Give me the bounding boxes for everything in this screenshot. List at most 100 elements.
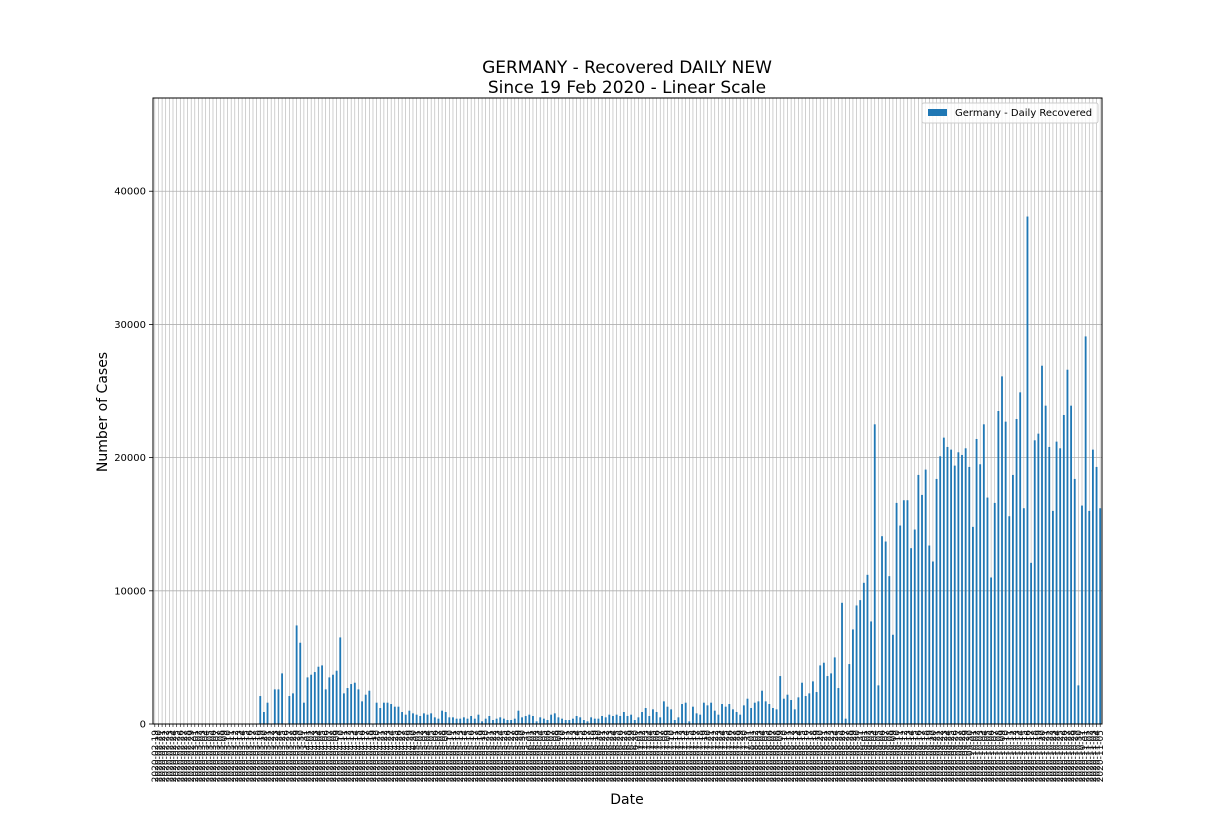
x-tick-label: 2020-03-29 (293, 730, 303, 783)
x-tick-label: 2020-02-19 (151, 730, 161, 783)
x-tick-label: 2020-10-02 (973, 730, 983, 782)
bar (652, 709, 654, 724)
x-tick-label: 2020-10-30 (1074, 730, 1084, 783)
x-tick-label: 2020-09-23 (940, 730, 950, 782)
x-tick-label: 2020-05-12 (453, 730, 463, 782)
bar (670, 709, 673, 724)
x-tick-label: 2020-07-17 (693, 730, 703, 782)
x-tick-label: 2020-06-30 (631, 730, 641, 783)
x-tick-label: 2020-05-16 (467, 730, 477, 783)
bar (622, 712, 625, 724)
bar (630, 714, 633, 724)
bar (306, 677, 309, 724)
x-tick-label: 2020-03-11 (227, 730, 237, 782)
x-tick-label: 2020-09-20 (929, 730, 939, 783)
bar (1008, 516, 1011, 724)
bar (353, 682, 356, 724)
x-tick-label: 2020-06-15 (576, 730, 586, 782)
x-tick-label: 2020-06-12 (565, 730, 575, 782)
bar (633, 720, 636, 724)
x-tick-label: 2020-08-20 (816, 730, 826, 783)
x-tick-label: 2020-07-10 (667, 730, 677, 783)
bar (379, 708, 382, 724)
bar (321, 665, 323, 724)
bar (495, 718, 498, 724)
bar (895, 502, 898, 724)
y-tick-label: 40000 (114, 187, 146, 198)
x-tick-label: 2020-06-27 (620, 730, 630, 782)
bar (666, 706, 669, 724)
x-tick-label: 2020-10-24 (1053, 730, 1063, 783)
x-tick-label: 2020-04-20 (373, 730, 383, 783)
bar (612, 716, 614, 724)
bar (473, 718, 476, 724)
bar (506, 720, 509, 724)
x-tick-label: 2020-08-03 (754, 730, 764, 782)
bar (757, 701, 760, 724)
x-tick-label: 2020-03-02 (194, 730, 204, 782)
bar (790, 700, 793, 724)
x-tick-label: 2020-08-05 (762, 730, 772, 782)
x-tick-label: 2020-03-21 (264, 730, 274, 782)
x-tick-label: 2020-06-19 (591, 730, 601, 783)
x-tick-label: 2020-07-06 (653, 730, 663, 783)
bar (448, 717, 451, 724)
x-tick-label: 2020-03-07 (213, 730, 223, 782)
x-tick-label: 2020-05-04 (424, 730, 434, 783)
bar-series (259, 216, 1102, 725)
bar (470, 716, 473, 724)
bar (848, 664, 851, 724)
x-tick-label: 2020-05-09 (442, 730, 452, 783)
bar (484, 718, 487, 724)
x-tick-label: 2020-03-24 (274, 730, 284, 783)
x-tick-label: 2020-02-23 (165, 730, 175, 782)
bar (455, 718, 458, 724)
x-tick-label: 2020-07-19 (700, 730, 710, 783)
x-tick-label: 2020-09-27 (954, 730, 964, 782)
x-tick-label: 2020-07-15 (685, 730, 695, 782)
y-axis-ticks: 0 10000 20000 30000 40000 (114, 187, 153, 731)
x-tick-label: 2020-08-29 (849, 730, 859, 783)
bar (397, 706, 400, 724)
bar (590, 717, 593, 724)
x-tick-label: 2020-10-14 (1016, 730, 1026, 783)
x-tick-label: 2020-05-14 (460, 730, 470, 783)
bar (597, 718, 600, 724)
x-tick-label: 2020-09-06 (878, 730, 888, 783)
bar (1030, 562, 1033, 724)
x-tick-label: 2020-10-13 (1013, 730, 1023, 782)
bar (993, 502, 996, 724)
bar (1037, 433, 1040, 724)
x-tick-label: 2020-09-30 (965, 730, 975, 783)
x-tick-label: 2020-07-18 (696, 730, 706, 783)
x-tick-label: 2020-08-26 (838, 730, 848, 783)
x-tick-label: 2020-06-04 (536, 730, 546, 783)
x-tick-label: 2020-06-07 (547, 730, 557, 782)
x-tick-label: 2020-07-29 (736, 730, 746, 783)
bar (302, 702, 305, 724)
x-tick-label: 2020-05-29 (514, 730, 524, 783)
bar (502, 718, 505, 724)
bar (295, 625, 298, 724)
x-tick-label: 2020-04-24 (387, 730, 397, 783)
x-tick-label: 2020-05-06 (431, 730, 441, 783)
bar (870, 621, 873, 724)
x-tick-label: 2020-06-08 (551, 730, 561, 783)
bar (1055, 441, 1058, 724)
bar (928, 545, 931, 724)
bar (608, 714, 611, 724)
bar (539, 717, 542, 724)
bar (706, 705, 709, 724)
x-tick-label: 2020-02-21 (158, 730, 168, 782)
y-tick-label: 30000 (114, 320, 146, 331)
x-tick-label: 2020-10-03 (976, 730, 986, 782)
x-tick-label: 2020-07-21 (707, 730, 717, 782)
x-tick-label: 2020-05-08 (438, 730, 448, 783)
bar (728, 704, 731, 724)
bar (557, 717, 560, 724)
x-tick-label: 2020-08-11 (783, 730, 793, 782)
x-tick-label: 2020-04-23 (384, 730, 394, 782)
x-tick-label: 2020-06-26 (616, 730, 626, 783)
x-tick-label: 2020-11-01 (1082, 730, 1092, 782)
